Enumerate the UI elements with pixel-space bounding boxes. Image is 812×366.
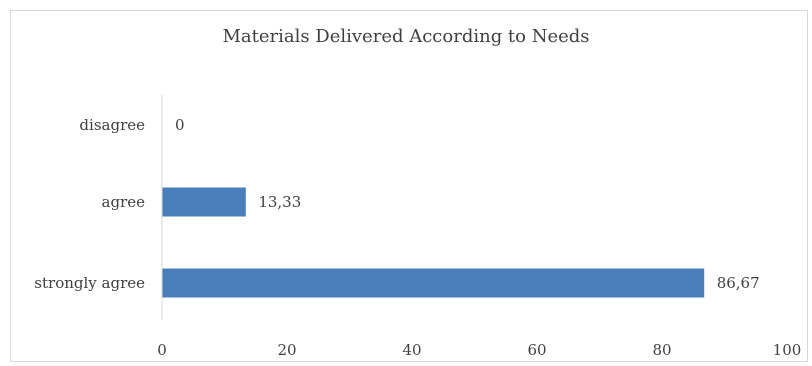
category-label-disagree: disagree: [79, 116, 145, 134]
bar-agree: [162, 187, 246, 217]
chart-area: [10, 10, 808, 362]
x-tick-label-100: 100: [773, 341, 802, 359]
bar-strongly-agree: [162, 268, 705, 298]
x-tick-label-40: 40: [402, 341, 421, 359]
x-tick-label-80: 80: [652, 341, 671, 359]
chart-title: Materials Delivered According to Needs: [222, 26, 590, 47]
data-label-agree: 13,33: [258, 193, 301, 211]
x-tick-label-0: 0: [157, 341, 167, 359]
category-label-agree: agree: [102, 193, 146, 211]
data-label-disagree: 0: [175, 116, 185, 134]
x-tick-label-20: 20: [277, 341, 296, 359]
x-tick-label-60: 60: [527, 341, 546, 359]
category-label-strongly-agree: strongly agree: [34, 274, 145, 292]
data-label-strongly-agree: 86,67: [717, 274, 760, 292]
